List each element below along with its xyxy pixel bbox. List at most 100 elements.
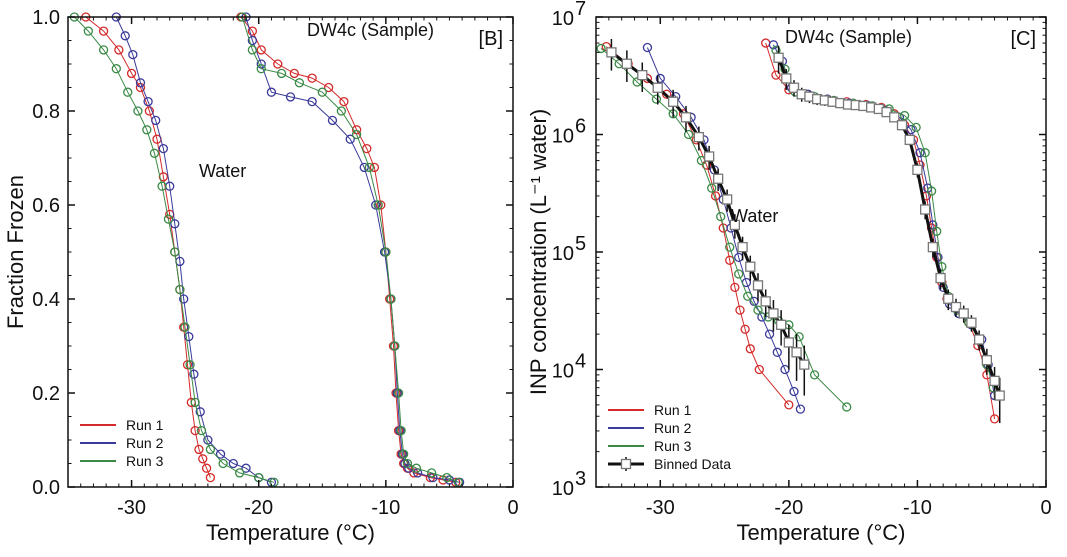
panel-c-label: [C] [1010,28,1036,50]
data-point-run-1 [98,26,109,36]
data-point-run-2 [228,458,238,469]
data-point-run-1 [730,282,740,293]
data-point-binned-data [745,261,756,272]
data-point-run-1 [771,70,781,80]
data-point-run-1 [205,472,216,483]
series-line-run-3 [600,48,848,408]
data-point-binned-data [775,319,787,330]
data-point-run-2 [189,369,199,379]
data-point-run-2 [915,148,925,158]
legend-entry-label: Run 3 [126,453,164,469]
data-point-run-1 [307,73,317,83]
data-point-run-3 [716,211,726,222]
data-point-binned-data [781,73,792,84]
data-point-binned-data [606,47,617,58]
data-point-run-2 [195,407,205,417]
data-point-run-3 [651,94,662,104]
x-tick-label: -10 [371,497,400,519]
data-point-run-3 [734,269,744,279]
data-point-binned-data [621,58,633,69]
data-point-run-1 [182,360,193,370]
legend-entry-label: Run 1 [126,417,164,433]
series-line-run-3 [241,16,459,483]
data-point-binned-data [994,390,1005,401]
data-point-binned-data [904,134,915,146]
data-point-run-1 [256,45,266,55]
panel-c-x-tick-labels: -30 -20 -10 0 [646,497,1052,519]
data-point-binned-data [950,301,962,313]
panel-c-annotation-sample: DW4c (Sample) [785,27,912,47]
data-point-run-3 [111,64,121,74]
data-point-binned-data [889,112,900,123]
data-point-run-2 [143,96,153,107]
data-point-binned-data [703,151,715,162]
y-tick-label-exponent: 3 [575,468,586,490]
panel-b-annotation-water: Water [199,161,246,181]
data-point-binned-data [693,131,705,143]
data-point-run-1 [745,344,755,354]
panel-c-y-axis-label: INP concentration (L⁻¹ water) [526,109,551,395]
data-point-run-3 [157,181,167,191]
data-point-run-1 [735,305,745,315]
data-point-run-2 [120,31,130,41]
data-point-run-3 [180,322,190,332]
data-point-run-3 [386,294,396,304]
series-line-run-2 [245,16,460,483]
data-point-run-3 [911,122,921,133]
data-point-run-3 [149,148,160,158]
data-point-run-1 [126,68,137,79]
panel-b-annotation-sample: DW4c (Sample) [307,20,434,40]
legend-swatch-marker [620,458,632,470]
data-point-run-3 [294,78,305,88]
data-point-binned-data [721,194,733,205]
data-point-run-1 [369,162,380,173]
data-point-run-3 [426,468,437,478]
data-point-binned-data [652,82,663,93]
legend-entry-label: Run 1 [654,402,692,418]
data-point-run-3 [373,200,383,210]
panel-c-tick-marks [595,16,1047,488]
y-tick-label-exponent: 7 [575,0,586,20]
data-point-run-3 [317,87,327,97]
data-point-run-1 [194,444,204,455]
y-tick-label: 0.4 [32,289,60,311]
data-point-run-3 [276,68,287,79]
data-point-binned-data [958,308,969,319]
y-tick-label: 10 [552,478,574,500]
y-tick-label: 10 [552,126,574,148]
data-point-run-3 [190,397,200,408]
data-point-binned-data [799,359,810,370]
y-tick-label: 0.2 [32,383,60,405]
data-point-run-2 [772,347,782,357]
data-point-run-3 [196,425,207,436]
data-point-run-3 [83,26,93,36]
data-point-run-3 [725,242,735,252]
y-tick-label: 0.0 [32,477,60,499]
data-point-run-3 [256,64,266,74]
panel-b-y-tick-labels: 0.0 0.2 0.4 0.6 0.8 1.0 [32,7,60,499]
data-point-binned-data [927,241,939,253]
panel-b-y-axis-label: Fraction Frozen [3,175,28,329]
data-point-run-3 [163,214,174,224]
data-point-run-2 [247,35,258,46]
data-point-run-2 [795,404,806,414]
data-point-binned-data [768,308,779,319]
data-point-run-2 [241,463,251,473]
data-point-run-1 [198,454,208,464]
data-point-run-3 [932,226,942,236]
data-point-run-3 [442,472,452,483]
data-point-binned-data [773,52,784,63]
data-point-run-3 [794,332,804,342]
data-point-run-1 [114,45,124,55]
data-point-run-3 [390,341,400,351]
data-point-run-3 [411,463,422,473]
data-point-binned-data [981,355,993,366]
panel-c-legend: Run 1 Run 2 Run 3 Binned Data [608,402,731,472]
series-line-run-3 [74,16,275,483]
data-point-binned-data [881,106,892,118]
data-point-run-2 [128,49,138,60]
data-point-binned-data [667,96,679,107]
data-point-run-2 [764,329,775,339]
